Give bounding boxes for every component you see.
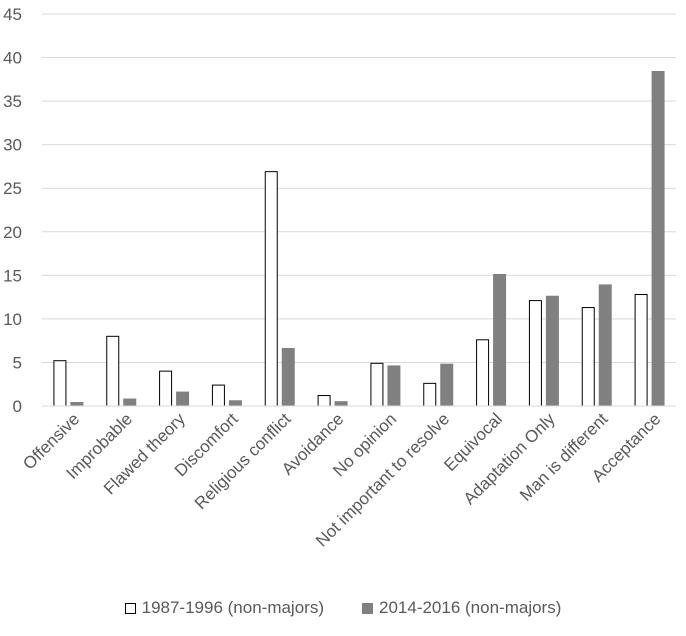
y-tick-label: 0	[13, 397, 22, 416]
bar-series-1	[211, 384, 225, 407]
bars	[53, 70, 665, 407]
bar-series-1	[106, 335, 120, 407]
y-tick-label: 15	[3, 266, 22, 285]
bar-series-1	[528, 300, 542, 407]
bar-chart: 0 5 10 15 20 25 30 35 40 45 OffensiveImprobableFl…	[3, 5, 676, 550]
y-tick-label: 20	[3, 223, 22, 242]
legend-item-series-2: 2014-2016 (non-majors)	[362, 598, 561, 618]
y-axis-ticks: 0 5 10 15 20 25 30 35 40 45	[3, 5, 22, 416]
bar-series-1	[370, 362, 384, 407]
legend-item-series-1: 1987-1996 (non-majors)	[124, 598, 324, 618]
bar-series-2	[387, 365, 401, 407]
legend-label-series-2: 2014-2016 (non-majors)	[379, 598, 562, 617]
bar-series-1	[634, 293, 648, 407]
bar-series-2	[176, 391, 190, 407]
y-tick-label: 35	[3, 92, 22, 111]
bar-series-2	[334, 401, 348, 407]
legend-label-series-1: 1987-1996 (non-majors)	[141, 598, 324, 617]
bar-series-1	[317, 395, 331, 407]
bar-series-2	[598, 284, 612, 407]
y-tick-label: 45	[3, 5, 22, 24]
x-tick-label: Religious conflict	[191, 409, 295, 513]
bar-series-1	[581, 307, 595, 407]
y-tick-label: 10	[3, 310, 22, 329]
x-tick-label: Adaptation Only	[460, 409, 559, 508]
y-tick-label: 30	[3, 136, 22, 155]
gridlines	[42, 13, 676, 363]
bar-series-2	[281, 348, 295, 407]
bar-series-2	[545, 295, 559, 407]
bar-series-1	[423, 382, 437, 407]
bar-series-2	[651, 70, 665, 407]
bar-series-2	[440, 363, 454, 407]
bar-series-2	[493, 273, 507, 407]
bar-series-2	[70, 402, 84, 407]
bar-series-1	[476, 339, 490, 407]
bar-series-1	[53, 360, 67, 407]
bar-series-1	[159, 370, 173, 407]
y-tick-label: 25	[3, 179, 22, 198]
bar-series-2	[228, 400, 242, 407]
bar-series-2	[123, 398, 137, 407]
bar-series-1	[264, 171, 278, 407]
legend: 1987-1996 (non-majors) 2014-2016 (non-ma…	[0, 598, 686, 618]
legend-swatch-series-1	[124, 602, 136, 614]
y-tick-label: 5	[13, 353, 22, 372]
y-tick-label: 40	[3, 49, 22, 68]
legend-swatch-series-2	[362, 602, 373, 614]
